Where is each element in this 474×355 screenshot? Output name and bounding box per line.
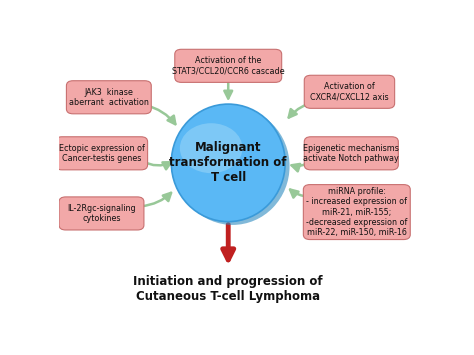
FancyBboxPatch shape — [304, 137, 398, 170]
FancyBboxPatch shape — [55, 137, 147, 170]
Text: IL-2Rgc-signaling
cytokines: IL-2Rgc-signaling cytokines — [67, 204, 136, 223]
Text: Activation of the
STAT3/CCL20/CCR6 cascade: Activation of the STAT3/CCL20/CCR6 casca… — [172, 56, 284, 76]
FancyBboxPatch shape — [59, 197, 144, 230]
Ellipse shape — [171, 104, 285, 222]
Text: Ectopic expression of
Cancer-testis genes: Ectopic expression of Cancer-testis gene… — [59, 144, 145, 163]
Text: Malignant
transformation of
T cell: Malignant transformation of T cell — [170, 141, 287, 184]
Text: Initiation and progression of
Cutaneous T-cell Lymphoma: Initiation and progression of Cutaneous … — [133, 275, 323, 302]
FancyBboxPatch shape — [303, 185, 410, 240]
Text: JAK3  kinase
aberrant  activation: JAK3 kinase aberrant activation — [69, 88, 149, 107]
Ellipse shape — [176, 107, 290, 225]
Text: Activation of
CXCR4/CXCL12 axis: Activation of CXCR4/CXCL12 axis — [310, 82, 389, 102]
FancyBboxPatch shape — [175, 49, 282, 82]
Text: Epigenetic mechanisms
activate Notch pathway: Epigenetic mechanisms activate Notch pat… — [303, 144, 399, 163]
FancyBboxPatch shape — [66, 81, 151, 114]
FancyBboxPatch shape — [304, 75, 395, 108]
Text: miRNA profile:
- increased expression of
miR-21, miR-155;
-decreased expression : miRNA profile: - increased expression of… — [306, 187, 408, 237]
Ellipse shape — [180, 123, 243, 173]
